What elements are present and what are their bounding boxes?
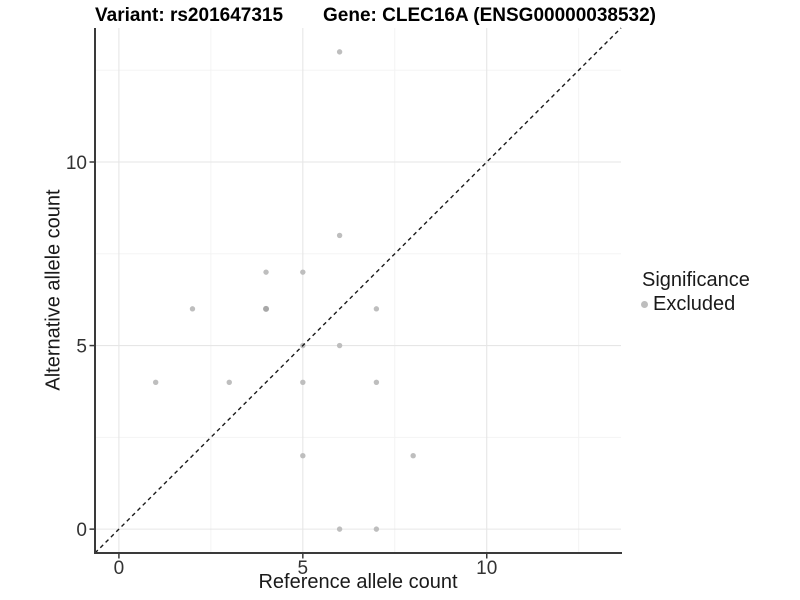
identity-dashed-line <box>94 27 622 554</box>
plot-title-gene: Gene: CLEC16A (ENSG00000038532) <box>323 5 657 26</box>
data-point <box>336 49 343 55</box>
data-point <box>373 526 380 532</box>
major-gridlines <box>95 28 621 553</box>
legend-point-icon <box>641 301 648 308</box>
legend: Significance Excluded <box>638 269 750 316</box>
data-point <box>189 306 196 312</box>
data-point <box>373 379 380 385</box>
data-point <box>300 379 306 385</box>
legend-entry-excluded: Excluded <box>638 293 750 316</box>
y-tick-label: 0 <box>76 520 87 541</box>
tick-labels: 0 5 10 0 5 10 <box>66 153 497 579</box>
data-point <box>410 453 416 459</box>
data-point <box>373 306 380 312</box>
data-points <box>152 49 416 532</box>
y-axis-title: Alternative allele count <box>42 189 65 391</box>
identity-line <box>94 27 622 554</box>
data-point <box>336 342 343 349</box>
legend-title: Significance <box>642 269 750 291</box>
x-tick-label: 5 <box>298 558 309 579</box>
data-point <box>336 232 343 239</box>
data-point <box>300 269 306 275</box>
legend-entry-label: Excluded <box>653 293 736 315</box>
axis-lines <box>94 28 622 554</box>
data-point <box>263 269 269 275</box>
minor-gridlines <box>95 28 621 553</box>
x-tick-label: 0 <box>114 558 125 579</box>
x-axis-title: Reference allele count <box>258 571 458 593</box>
data-point <box>300 453 306 459</box>
x-tick-label: 10 <box>476 558 497 579</box>
data-point <box>226 379 232 385</box>
y-tick-label: 5 <box>76 337 87 358</box>
tick-marks <box>89 161 488 559</box>
y-tick-label: 10 <box>66 153 87 174</box>
data-point <box>263 305 270 312</box>
data-point <box>336 526 343 532</box>
data-point <box>152 379 159 385</box>
plot-title-variant: Variant: rs201647315 <box>95 5 284 26</box>
